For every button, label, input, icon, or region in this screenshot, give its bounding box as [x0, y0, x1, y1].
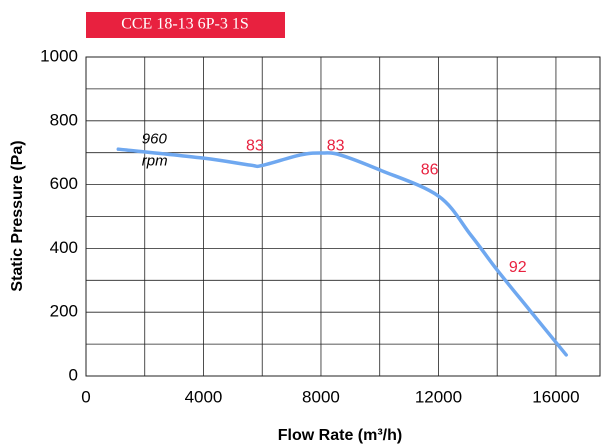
- plot-frame: [85, 56, 601, 377]
- speed-label: rpm: [142, 152, 168, 169]
- y-tick-label: 600: [50, 174, 78, 193]
- y-tick-label: 200: [50, 302, 78, 321]
- x-tick-label: 4000: [185, 387, 223, 406]
- efficiency-label: 83: [246, 138, 264, 155]
- x-tick-label: 12000: [415, 387, 462, 406]
- efficiency-label: 92: [509, 259, 527, 276]
- x-tick-label: 0: [81, 387, 90, 406]
- y-axis-label: Static Pressure (Pa): [9, 140, 26, 291]
- chart-title: CCE 18-13 6P-3 1S: [121, 16, 249, 33]
- y-tick-label: 800: [50, 110, 78, 129]
- efficiency-label: 83: [327, 138, 345, 155]
- curve: [116, 147, 568, 357]
- y-tick-label: 1000: [40, 46, 78, 65]
- x-tick-label: 8000: [302, 387, 340, 406]
- x-axis-label: Flow Rate (m³/h): [278, 427, 402, 444]
- y-tick-label: 400: [50, 238, 78, 257]
- efficiency-label: 86: [421, 161, 439, 178]
- y-tick-label: 0: [69, 365, 78, 384]
- speed-label: 960: [142, 130, 168, 147]
- title-box: [86, 12, 285, 38]
- x-tick-label: 16000: [532, 387, 579, 406]
